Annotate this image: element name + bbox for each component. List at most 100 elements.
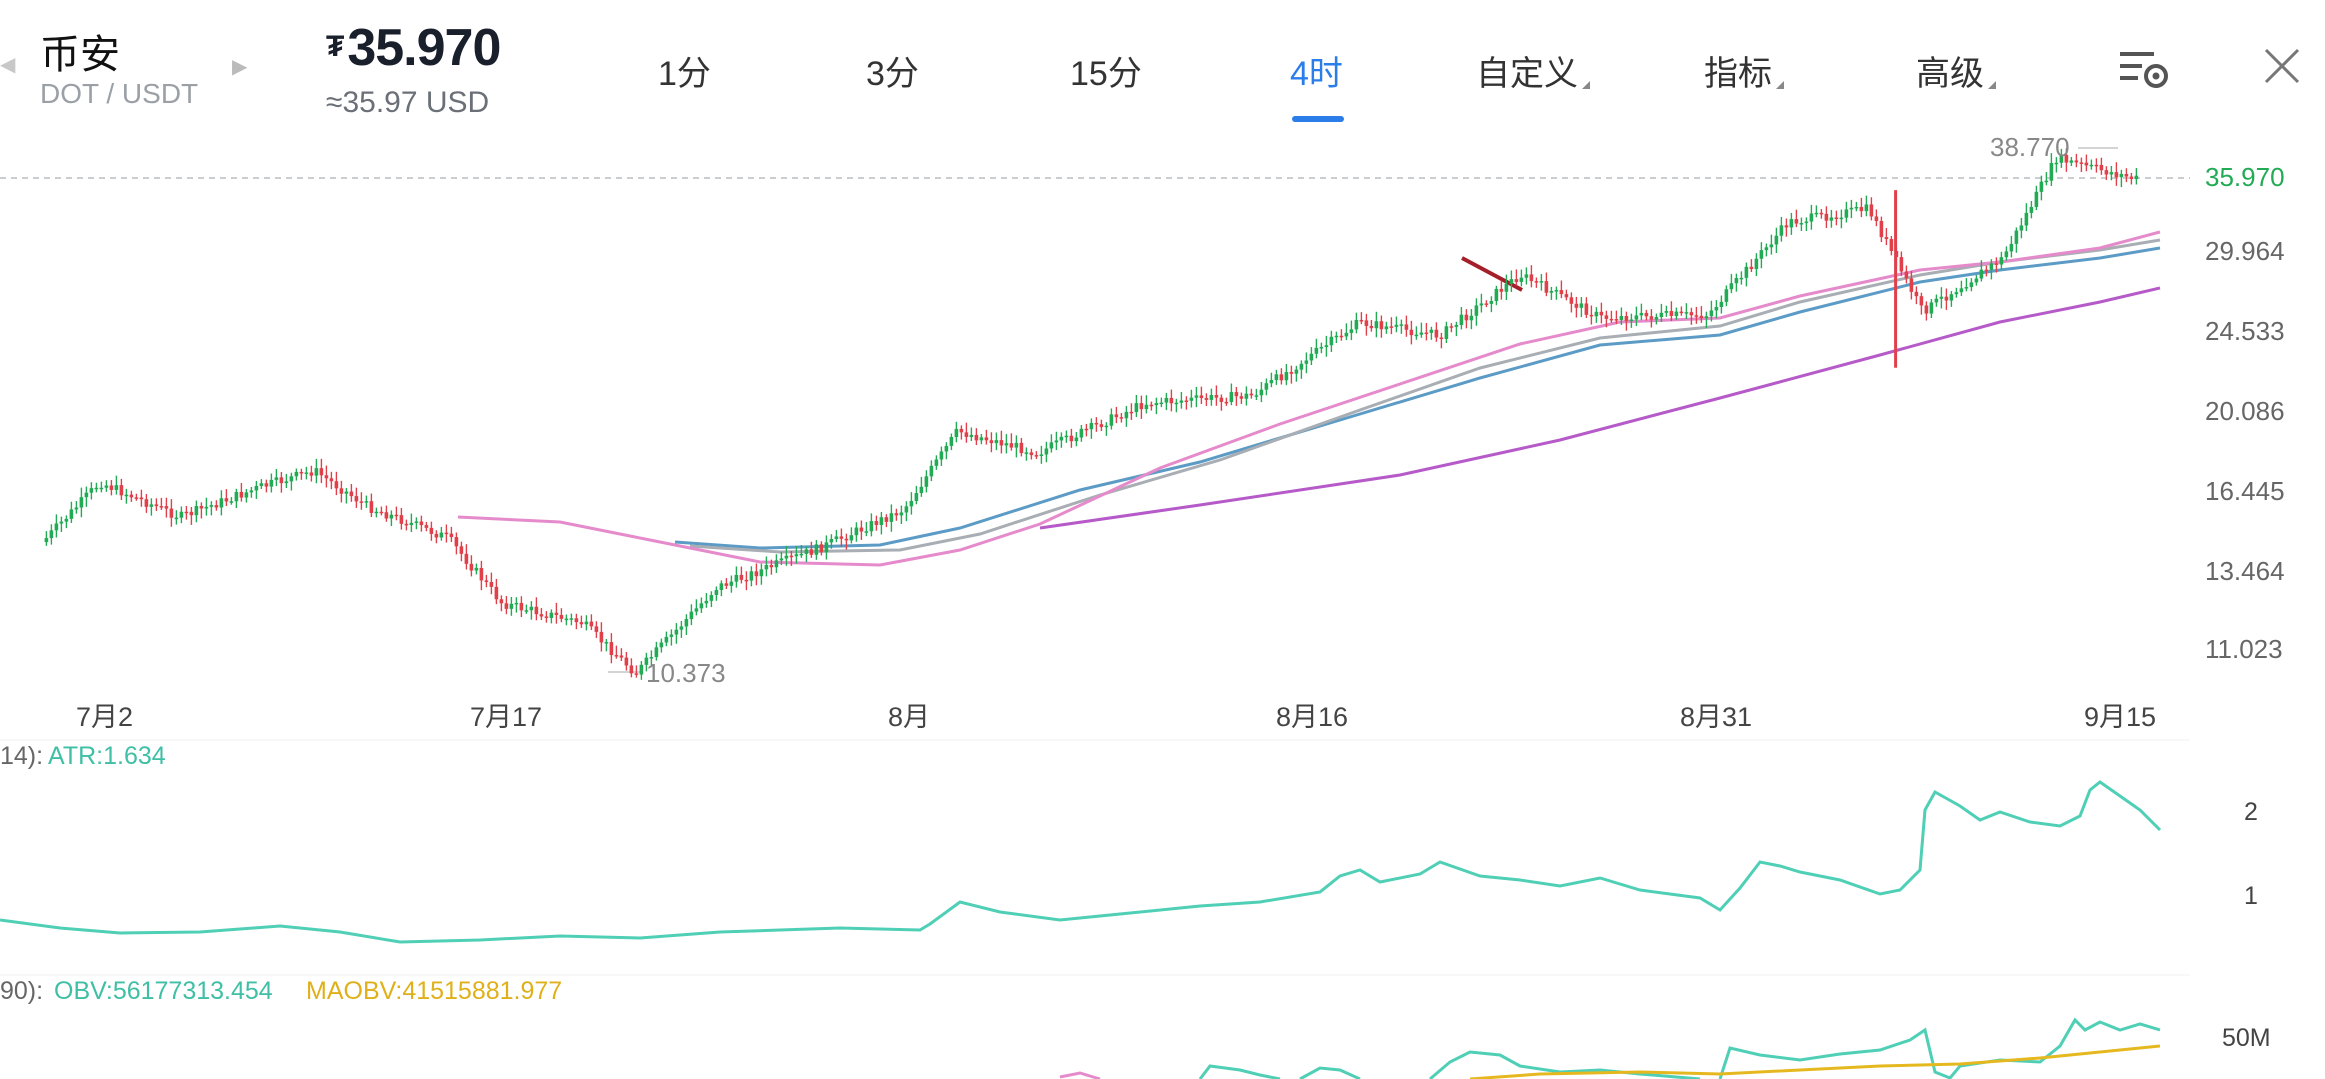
candle-body (634, 673, 639, 675)
candle-body (159, 506, 164, 508)
candle-body (694, 608, 699, 612)
tab-1min[interactable]: 1分 (658, 46, 711, 95)
tab-15min[interactable]: 15分 (1070, 46, 1142, 95)
candle-body (2104, 170, 2109, 175)
usd-value: ≈35.97 USD (326, 86, 490, 119)
candle-body (1129, 411, 1134, 414)
candle-body (959, 428, 964, 433)
candle-body (1584, 303, 1589, 315)
candlestick-series (44, 148, 2139, 680)
candle-body (769, 564, 774, 568)
tab-advanced[interactable]: 高级 (1916, 46, 1996, 95)
candle-body (2084, 162, 2089, 166)
candle-body (1159, 402, 1164, 405)
candle-body (1164, 397, 1169, 403)
candle-body (1579, 303, 1584, 308)
candle-body (2119, 173, 2124, 178)
atr-line (0, 780, 2162, 944)
trading-pair: DOT / USDT (40, 78, 199, 109)
candle-body (1909, 278, 1914, 292)
atr-value-label: ATR:1.634 (48, 742, 166, 770)
y-axis-label: 13.464 (2205, 556, 2285, 586)
close-icon[interactable] (2262, 46, 2302, 86)
candle-body (1954, 292, 1959, 295)
candle-body (1664, 311, 1669, 313)
candle-body (1254, 395, 1259, 397)
candle-body (1764, 247, 1769, 251)
candle-body (1504, 283, 1509, 292)
candle-body (1039, 454, 1044, 457)
x-axis-label: 7月2 (76, 702, 133, 732)
candle-body (1034, 455, 1039, 457)
candle-body (319, 468, 324, 476)
candle-body (1144, 404, 1149, 410)
tab-custom[interactable]: 自定义 (1476, 46, 1590, 95)
dropdown-triangle-icon (1582, 81, 1590, 89)
candle-body (1919, 296, 1924, 306)
candle-body (1074, 437, 1079, 442)
candle-body (2049, 162, 2054, 181)
candle-body (204, 506, 209, 509)
candle-body (709, 595, 714, 601)
pair-switch-chevron-icon[interactable]: ▶ (232, 56, 248, 78)
candle-body (1744, 266, 1749, 278)
candle-body (949, 437, 954, 446)
candle-body (229, 501, 234, 503)
candle-body (1184, 400, 1189, 403)
candle-body (459, 546, 464, 554)
chart-settings-icon[interactable] (2118, 48, 2170, 90)
candle-body (1399, 324, 1404, 326)
candle-body (1304, 360, 1309, 364)
obv-params-label: 90): (0, 977, 43, 1005)
candle-body (1929, 302, 1934, 314)
candle-body (1634, 315, 1639, 320)
candle-body (234, 491, 239, 502)
candle-body (1279, 374, 1284, 381)
candle-body (1859, 206, 1864, 212)
candle-body (164, 506, 169, 509)
candle-body (534, 606, 539, 615)
candle-body (804, 549, 809, 554)
candle-body (1629, 319, 1634, 322)
candle-body (1069, 435, 1074, 442)
candle-body (169, 508, 174, 518)
candle-body (789, 555, 794, 558)
candle-body (1329, 336, 1334, 346)
candle-body (79, 497, 84, 508)
candle-body (289, 476, 294, 482)
tab-3min[interactable]: 3分 (866, 46, 919, 95)
candle-body (629, 665, 634, 674)
candle-body (624, 657, 629, 666)
candle-body (464, 553, 469, 564)
candle-body (2034, 191, 2039, 207)
candle-body (1964, 287, 1969, 289)
tab-4h[interactable]: 4时 (1290, 46, 1343, 95)
left-chevron-icon[interactable]: ◀ (0, 54, 16, 76)
tab-indicators[interactable]: 指标 (1704, 46, 1784, 95)
candle-body (74, 507, 79, 510)
candle-body (1189, 397, 1194, 401)
candle-body (829, 538, 834, 543)
candle-body (329, 478, 334, 482)
tab-label: 1分 (658, 55, 711, 93)
candle-body (524, 610, 529, 612)
candle-body (899, 512, 904, 516)
candle-body (264, 483, 269, 487)
candle-body (714, 589, 719, 596)
candle-body (1644, 312, 1649, 317)
candle-body (1464, 314, 1469, 321)
candle-body (154, 504, 159, 507)
candle-body (2029, 206, 2034, 213)
candle-body (1439, 337, 1444, 340)
candle-body (104, 485, 109, 488)
candle-body (1519, 277, 1524, 282)
candle-body (309, 472, 314, 476)
candle-body (799, 553, 804, 556)
candle-body (984, 437, 989, 441)
candle-body (394, 514, 399, 517)
candle-body (1469, 315, 1474, 321)
candle-body (1814, 212, 1819, 215)
candle-body (1544, 281, 1549, 293)
candle-body (1924, 305, 1929, 314)
